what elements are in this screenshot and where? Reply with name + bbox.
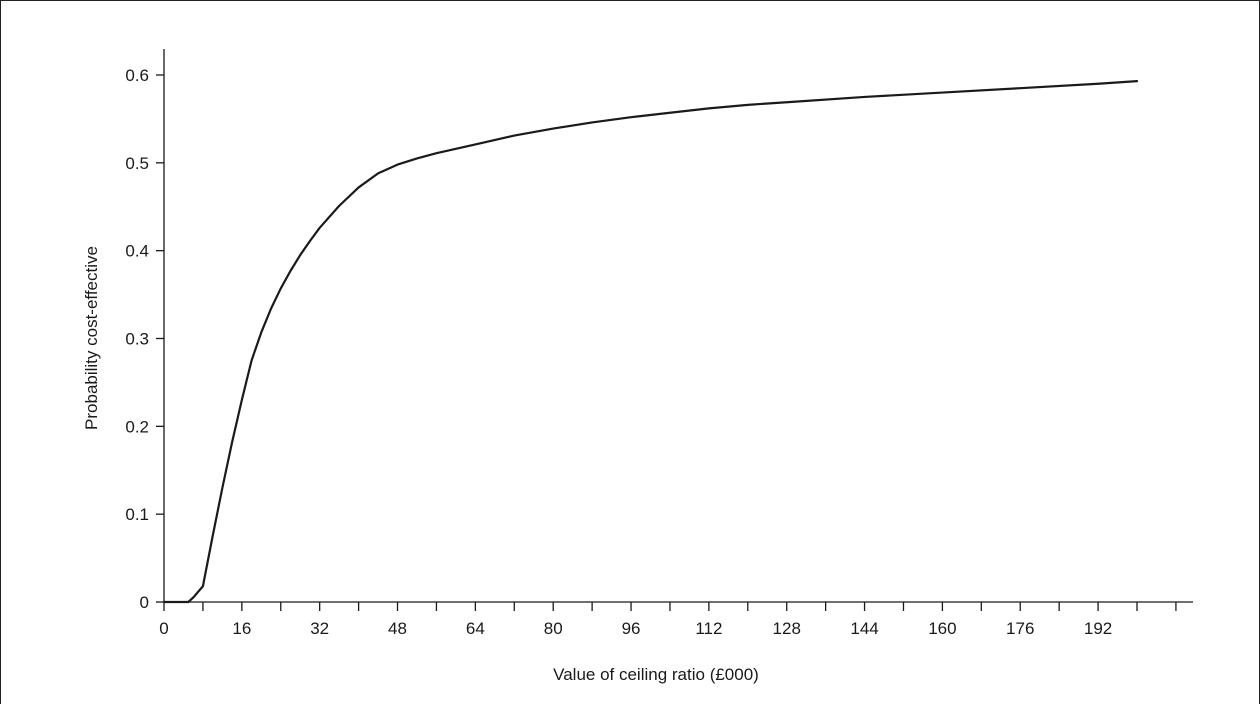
x-tick-label: 32 [310,619,329,638]
series-line [162,80,1139,604]
y-tick-label: 0.3 [125,330,149,349]
x-tick-label: 48 [388,619,407,638]
y-axis-title: Probability cost-effective [82,246,101,430]
x-tick-label: 192 [1084,619,1112,638]
x-tick-label: 176 [1006,619,1034,638]
x-axis-title: Value of ceiling ratio (£000) [553,665,759,684]
y-tick-label: 0.1 [125,505,149,524]
y-axis: 0 0.1 0.2 0.3 0.4 0.5 0.6 [125,49,165,612]
x-tick-label: 64 [466,619,485,638]
x-tick-label: 80 [544,619,563,638]
y-tick-label: 0.5 [125,154,149,173]
x-axis: 0 16 32 48 64 80 96 112 128 144 160 176 192 [159,601,1193,638]
x-tick-label: 160 [928,619,956,638]
y-tick-label: 0.4 [125,242,149,261]
series-group [162,80,1139,604]
x-tick-label: 112 [695,619,722,638]
x-tick-label: 0 [159,619,168,638]
x-tick-label: 144 [850,619,878,638]
y-tick-label: 0.6 [125,66,149,85]
y-tick-label: 0 [140,593,149,612]
x-tick-label: 96 [622,619,641,638]
x-tick-label: 16 [232,619,251,638]
x-tick-label: 128 [773,619,801,638]
y-tick-label: 0.2 [125,417,149,436]
